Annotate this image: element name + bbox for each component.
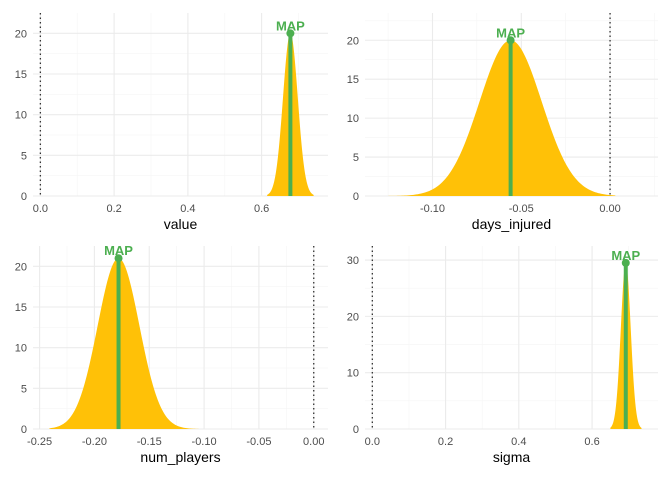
map-point [286, 29, 295, 38]
y-tick-label: 5 [353, 152, 359, 164]
map-point [114, 254, 123, 263]
y-tick-label: 0 [21, 424, 27, 436]
panel-sigma: MAP 0.0 0.2 0.4 0.6 0 10 20 30 sigma [347, 246, 658, 465]
x-tick-label: 0.4 [511, 436, 526, 448]
y-tick-label: 20 [15, 28, 27, 40]
x-axis-label: num_players [140, 449, 220, 465]
y-tick-label: 10 [15, 110, 27, 122]
x-tick-label: -0.25 [27, 436, 52, 448]
x-tick-label: 0.2 [438, 436, 453, 448]
y-tick-label: 15 [347, 74, 359, 86]
x-tick-label: -0.05 [246, 436, 271, 448]
y-tick-label: 5 [21, 383, 27, 395]
x-axis-label: days_injured [472, 216, 551, 232]
map-label: MAP [276, 18, 305, 33]
x-tick-label: -0.15 [137, 436, 162, 448]
y-tick-label: 20 [15, 261, 27, 273]
density-area [49, 258, 199, 429]
panel-days-injured: MAP -0.10 -0.05 0.00 0 5 10 15 20 days_injured [347, 13, 658, 232]
x-tick-label: -0.10 [192, 436, 217, 448]
x-tick-label: 0.00 [303, 436, 324, 448]
y-tick-label: 0 [353, 191, 359, 203]
y-tick-label: 30 [347, 255, 359, 267]
x-tick-label: 0.0 [365, 436, 380, 448]
panel-num-players: MAP -0.25 -0.20 -0.15 -0.10 -0.05 0.00 0 5 10 15 20… [15, 243, 328, 465]
panel-value: MAP 0.0 0.2 0.4 0.6 0 5 10 15 20 value [15, 13, 328, 232]
y-tick-label: 0 [21, 191, 27, 203]
map-point [621, 258, 630, 267]
x-tick-label: 0.4 [180, 203, 195, 215]
x-tick-label: 0.00 [599, 203, 620, 215]
x-axis-label: sigma [493, 449, 531, 465]
density-area [386, 40, 616, 197]
y-tick-label: 10 [347, 368, 359, 380]
map-label: MAP [104, 243, 133, 258]
y-tick-label: 20 [347, 35, 359, 47]
map-label: MAP [496, 25, 525, 40]
x-tick-label: 0.6 [584, 436, 599, 448]
map-label: MAP [611, 248, 640, 263]
x-axis-label: value [164, 216, 198, 232]
y-tick-label: 10 [15, 343, 27, 355]
x-tick-label: -0.05 [509, 203, 534, 215]
y-tick-label: 10 [347, 113, 359, 125]
x-tick-label: 0.2 [106, 203, 121, 215]
x-tick-label: 0.6 [254, 203, 269, 215]
y-tick-label: 5 [21, 150, 27, 162]
y-tick-label: 0 [353, 424, 359, 436]
x-tick-label: 0.0 [33, 203, 48, 215]
x-tick-label: -0.10 [420, 203, 445, 215]
y-tick-label: 20 [347, 311, 359, 323]
y-tick-label: 15 [15, 69, 27, 81]
map-point [506, 36, 515, 45]
y-tick-label: 15 [15, 302, 27, 314]
x-tick-label: -0.20 [82, 436, 107, 448]
